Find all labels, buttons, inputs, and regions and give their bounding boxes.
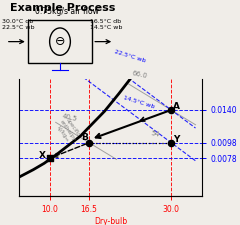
Point xyxy=(87,141,91,144)
Text: $\ominus$: $\ominus$ xyxy=(54,35,66,48)
Text: 22.5°C wb: 22.5°C wb xyxy=(114,49,146,63)
Text: 16.5°C db
14.5°C wb: 16.5°C db 14.5°C wb xyxy=(90,19,122,30)
Point xyxy=(48,157,52,160)
Text: B: B xyxy=(81,133,88,142)
Text: X: X xyxy=(39,151,46,160)
Text: 30.0°C db
22.5°C wb: 30.0°C db 22.5°C wb xyxy=(2,19,35,30)
Text: Example Process: Example Process xyxy=(10,3,115,13)
Text: 40.5: 40.5 xyxy=(62,113,78,122)
Point xyxy=(169,141,173,144)
Text: A: A xyxy=(173,102,180,111)
Point xyxy=(169,108,173,112)
X-axis label: Dry-bulb
temperature °C: Dry-bulb temperature °C xyxy=(80,216,140,225)
Text: 54: 54 xyxy=(150,130,160,137)
Text: 0.75kg/s air flow: 0.75kg/s air flow xyxy=(35,7,99,16)
Text: 14.5°C wb: 14.5°C wb xyxy=(123,95,155,109)
Text: 66.0: 66.0 xyxy=(132,70,148,79)
Text: Y: Y xyxy=(173,135,179,144)
Text: Specific
enthalpy
kJ/kgₐₐ: Specific enthalpy kJ/kgₐₐ xyxy=(54,116,82,145)
